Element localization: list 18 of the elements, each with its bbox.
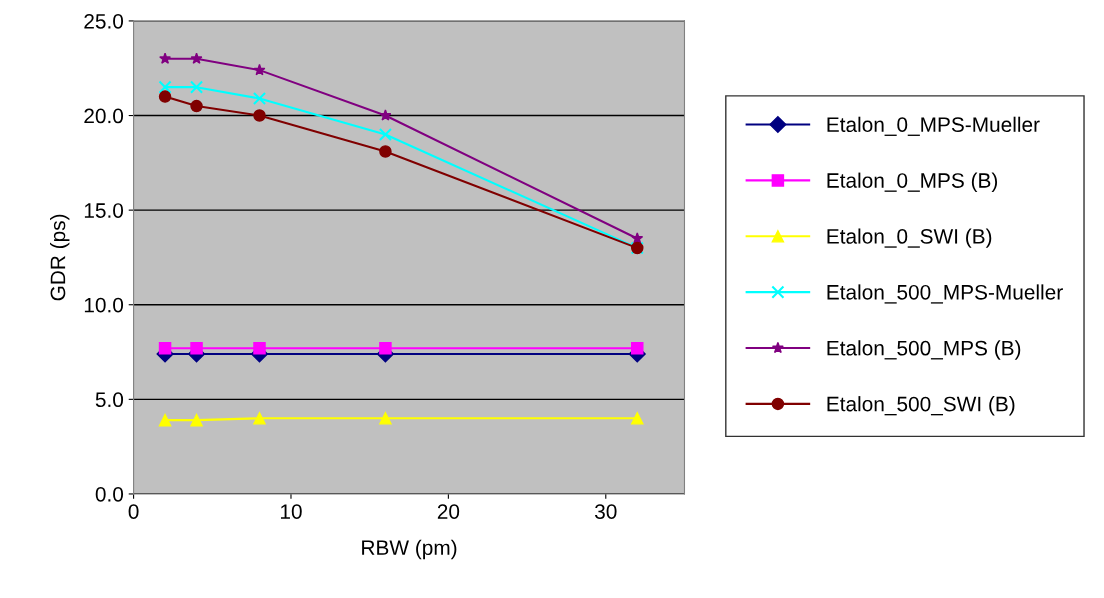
legend-label: Etalon_500_MPS (B) [827, 340, 1021, 360]
x-axis-title: RBW (pm) [362, 539, 457, 560]
y-tick-label: 20.0 [84, 108, 124, 124]
legend-label: Etalon_0_MPS-Mueller [827, 116, 1040, 136]
legend-label: Etalon_0_SWI (B) [827, 228, 992, 248]
x-tick-label: 20 [437, 504, 460, 519]
legend-label: Etalon_500_SWI (B) [827, 396, 1015, 416]
y-axis-title: GDR (ps) [50, 214, 70, 301]
y-tick-label: 5.0 [95, 392, 124, 408]
y-tick-label: 15.0 [84, 203, 124, 218]
x-tick-label: 10 [280, 504, 302, 519]
legend-label: Etalon_0_MPS (B) [827, 172, 998, 192]
x-tick-label: 0 [128, 504, 139, 519]
x-tick-label: 30 [594, 504, 617, 519]
y-tick-label: 25.0 [84, 13, 124, 29]
legend-label: Etalon_500_MPS-Mueller [827, 284, 1063, 304]
y-tick-label: 10.0 [84, 297, 124, 313]
y-tick-label: 0.0 [95, 486, 124, 502]
